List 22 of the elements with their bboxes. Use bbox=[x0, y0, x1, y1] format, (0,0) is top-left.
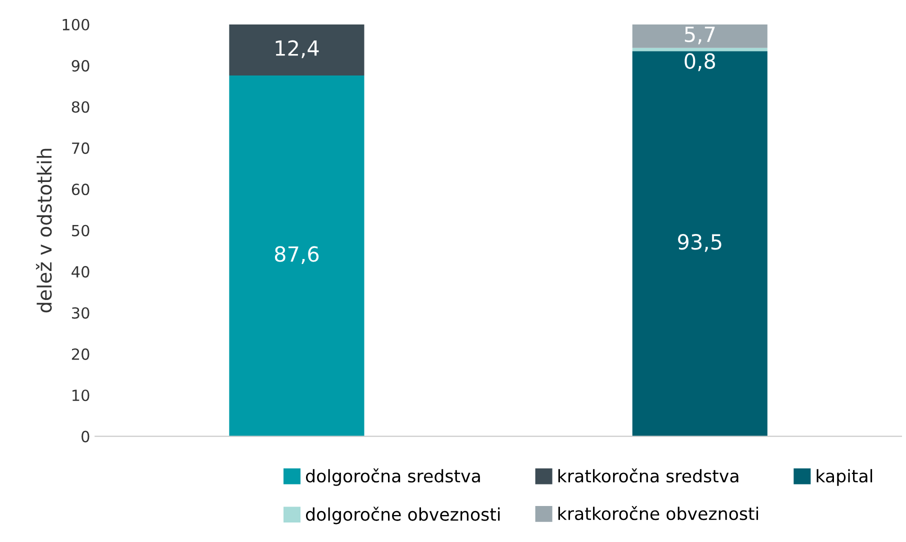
y-tick-label: 70 bbox=[72, 142, 90, 154]
data-label: 0,8 bbox=[684, 53, 716, 72]
y-tick-label: 80 bbox=[72, 101, 90, 113]
legend-label: kapital bbox=[816, 469, 872, 486]
y-tick-label: 10 bbox=[72, 390, 90, 402]
legend-label: kratkoročne obveznosti bbox=[558, 506, 758, 520]
y-tick-label: 30 bbox=[72, 307, 90, 319]
legend-label: dolgoročna sredstva bbox=[306, 468, 480, 486]
y-tick-label: 60 bbox=[72, 184, 90, 196]
data-label: 12,4 bbox=[276, 40, 319, 58]
y-tick-label: 40 bbox=[72, 266, 90, 278]
y-tick-label: 90 bbox=[72, 60, 90, 72]
data-label: 93,5 bbox=[678, 234, 722, 252]
y-tick-label: 100 bbox=[62, 18, 90, 30]
data-label: 87,6 bbox=[274, 246, 319, 264]
y-tick-label: 0 bbox=[82, 430, 90, 442]
y-tick-label: 20 bbox=[72, 348, 90, 360]
y-axis-title: delež v odstotkih bbox=[36, 148, 52, 312]
legend-label: dolgoročne obveznosti bbox=[306, 506, 500, 524]
legend-label: kratkoročna sredstva bbox=[558, 468, 738, 483]
y-tick-label: 50 bbox=[72, 224, 90, 236]
data-label: 5,7 bbox=[684, 26, 715, 44]
